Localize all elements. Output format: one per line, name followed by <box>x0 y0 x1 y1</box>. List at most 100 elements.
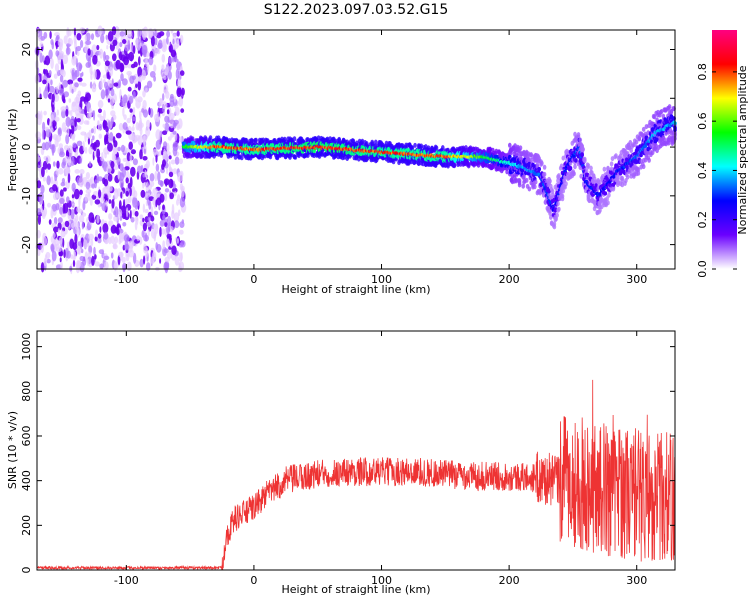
noise-blob <box>142 217 145 223</box>
noise-blob <box>105 200 108 207</box>
noise-blob <box>56 160 60 169</box>
noise-blob <box>136 235 141 241</box>
noise-blob <box>52 161 56 167</box>
noise-blob <box>100 78 103 89</box>
noise-blob <box>66 241 70 251</box>
noise-blob <box>64 220 70 228</box>
noise-blob <box>51 244 55 254</box>
noise-blob <box>75 113 81 119</box>
noise-blob <box>96 173 100 184</box>
signal-cell <box>190 136 195 142</box>
noise-blob <box>41 166 45 178</box>
noise-blob <box>174 106 180 116</box>
noise-blob <box>110 160 115 169</box>
noise-blob <box>40 36 45 41</box>
noise-blob <box>158 204 161 211</box>
noise-blob <box>98 189 102 199</box>
noise-blob <box>106 45 109 50</box>
noise-blob <box>161 228 166 235</box>
signal-cell <box>560 193 565 199</box>
noise-blob <box>62 98 66 104</box>
noise-blob <box>122 122 128 130</box>
noise-blob <box>54 243 58 252</box>
noise-blob <box>111 78 114 89</box>
noise-blob <box>50 58 54 69</box>
noise-blob <box>135 121 140 131</box>
noise-blob <box>56 85 59 94</box>
noise-blob <box>120 191 123 199</box>
noise-blob <box>50 79 53 86</box>
noise-blob <box>70 115 75 127</box>
noise-blob <box>147 229 150 237</box>
noise-blob <box>93 191 99 196</box>
noise-blob <box>179 197 186 208</box>
noise-blob <box>99 263 104 269</box>
noise-blob <box>43 68 46 75</box>
noise-blob <box>100 33 105 44</box>
noise-blob <box>103 231 109 240</box>
noise-blob <box>91 255 95 266</box>
noise-blob <box>60 261 63 270</box>
noise-blob <box>86 120 90 125</box>
noise-blob <box>168 56 173 64</box>
noise-blob <box>59 147 64 156</box>
noise-blob <box>161 101 168 110</box>
noise-blob <box>143 255 146 265</box>
noise-blob <box>176 87 182 98</box>
noise-blob <box>94 236 98 242</box>
noise-blob <box>66 250 71 259</box>
noise-blob <box>135 37 139 49</box>
noise-blob <box>142 182 148 187</box>
noise-blob <box>53 193 58 201</box>
noise-blob <box>161 64 165 71</box>
signal-cell <box>537 166 541 172</box>
noise-blob <box>119 89 122 101</box>
noise-blob <box>157 111 160 123</box>
noise-blob <box>62 237 65 248</box>
noise-blob <box>71 56 77 66</box>
noise-blob <box>65 116 71 128</box>
noise-blob <box>144 208 149 214</box>
signal-cell <box>527 186 532 192</box>
noise-blob <box>146 80 153 89</box>
noise-blob <box>128 95 134 104</box>
noise-blob <box>150 215 155 222</box>
noise-blob <box>110 116 114 125</box>
noise-blob <box>168 155 172 160</box>
noise-blob <box>91 194 97 200</box>
noise-blob <box>100 197 105 203</box>
signal-cell <box>607 192 611 198</box>
noise-blob <box>51 250 57 262</box>
noise-blob <box>77 208 83 213</box>
noise-blob <box>71 125 75 135</box>
noise-blob <box>174 156 180 165</box>
noise-blob <box>96 214 100 224</box>
noise-blob <box>130 166 136 177</box>
noise-blob <box>63 145 70 151</box>
noise-blob <box>95 139 100 148</box>
noise-blob <box>127 261 132 272</box>
noise-blob <box>162 214 166 221</box>
noise-blob <box>152 198 156 206</box>
noise-blob <box>142 156 148 161</box>
noise-blob <box>39 52 43 63</box>
noise-blob <box>86 132 91 139</box>
noise-blob <box>68 110 71 115</box>
noise-blob <box>87 258 90 267</box>
signal-cell <box>312 153 316 159</box>
noise-blob <box>150 206 154 216</box>
noise-blob <box>97 120 100 131</box>
noise-blob <box>60 59 64 69</box>
signal-cell <box>254 137 258 143</box>
noise-blob <box>122 39 127 44</box>
noise-blob <box>73 251 77 260</box>
noise-blob <box>67 173 71 184</box>
noise-blob <box>96 44 100 51</box>
noise-blob <box>85 188 92 194</box>
noise-blob <box>50 127 54 134</box>
noise-blob <box>57 217 63 224</box>
noise-blob <box>118 122 124 131</box>
noise-blob <box>176 30 180 37</box>
noise-blob <box>53 73 58 79</box>
